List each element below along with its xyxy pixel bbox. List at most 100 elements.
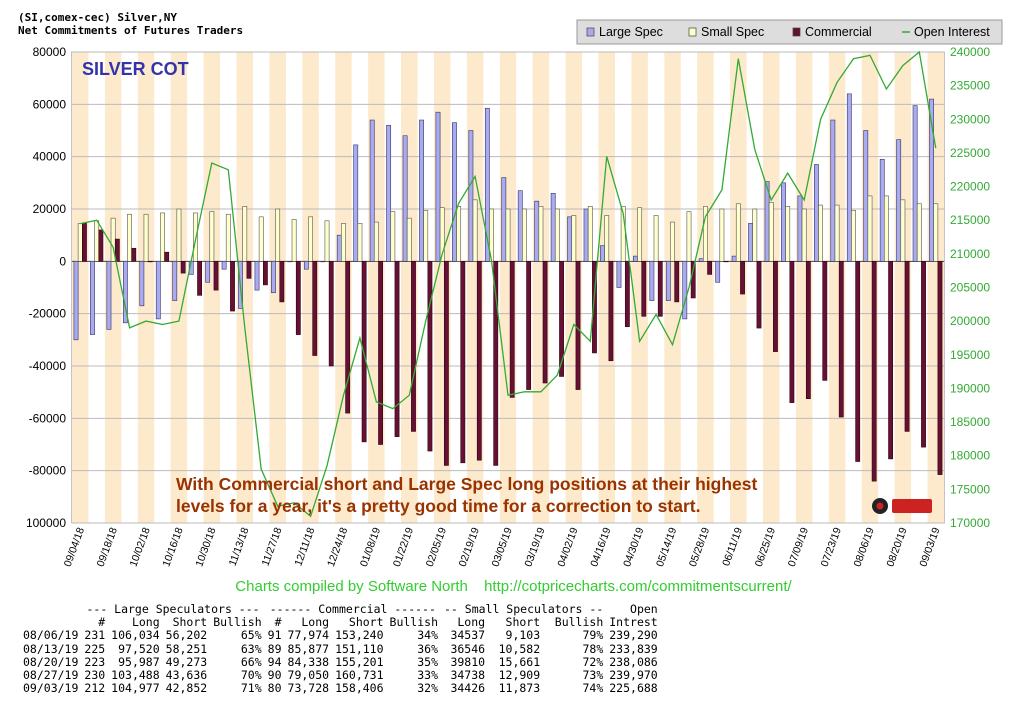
date-stripe [795,52,813,523]
x-tick-label: 01/08/19 [358,526,383,569]
commercial-bar [164,251,170,262]
commercial-bar [328,261,334,367]
small-spec-bar [900,199,906,262]
small-spec-bar [768,202,774,262]
table-cell: 160,731 [335,668,384,683]
commercial-bar [378,261,383,445]
commercial-bar [608,261,614,362]
commercial-bar [674,261,680,303]
table-cell: 34% [417,628,438,643]
left-tick-label: -20000 [29,307,67,321]
table-cell: 42,852 [165,681,208,696]
right-tick-label: 190000 [950,381,990,395]
x-tick-label: 04/30/19 [621,526,646,569]
col-header: Short [505,615,541,630]
open-interest-line [80,50,937,518]
table-cell: 225,688 [609,681,658,696]
small-spec-bar [587,206,593,262]
small-spec-bar [735,203,741,262]
table-cell: 73,728 [287,681,330,696]
col-header: Short [348,615,384,630]
commercial-bar [937,261,943,475]
credit-line: Charts compiled by Software North http:/… [0,578,1027,595]
annotation-line-2: levels for a year, it's a pretty good ti… [176,496,700,516]
small-spec-bar [851,210,856,262]
date-stripe [236,52,253,523]
commercial-bar [427,261,433,452]
large-spec-bar [698,258,704,262]
large-spec-bar [90,261,95,335]
col-header: # [98,615,106,630]
credit-url[interactable]: http://cotpricecharts.com/commitmentscur… [484,578,792,595]
col-header: Short [172,615,208,630]
commercial-bar [443,261,449,466]
legend-box [576,19,1003,45]
commercial-bar [361,261,367,443]
table-row: 08/13/19 225 97,520 58,251 63% 89 85,877 151,11… [20,641,661,656]
commercial-bar [230,261,235,312]
large-spec-bar [205,261,211,283]
large-spec-bar [929,98,934,262]
table-cell: 231 [84,628,106,643]
cot-chart: 800006000040000200000-20000-40000-60000-… [26,19,1003,569]
commercial-bar [312,261,318,356]
commercial-bar [773,261,778,352]
large-spec-bar [320,261,326,263]
table-cell: 80 [267,681,282,696]
row-date: 08/20/19 [23,654,79,669]
right-tick-label: 230000 [950,112,990,126]
large-spec-bar [501,177,507,262]
large-spec-bar [303,261,309,270]
right-axis: 240000 235000 230000 225000 220000 215000 2100… [950,45,990,530]
small-spec-bar [242,206,248,262]
col-header: Bullish [554,615,604,630]
table-cell: 153,240 [335,628,384,643]
small-spec-bar [522,208,527,262]
small-spec-bar [439,207,445,262]
table-cell: 95,987 [118,654,160,669]
right-tick-label: 175000 [950,482,990,496]
commercial-bar [460,261,466,464]
table-cell: 39810 [450,654,486,669]
table-cell: 89 [267,641,282,656]
commercial-bar [855,261,861,462]
commercial-bar [394,261,400,437]
col-header: Long [131,615,160,630]
table-cell: 11,873 [498,681,541,696]
left-tick-label: 20000 [33,202,67,216]
x-tick-label: 11/13/18 [227,526,252,568]
commercial-bar [559,261,564,377]
table-cell: 33% [417,668,438,683]
left-tick-label: 60000 [33,97,67,111]
small-spec-bar [867,195,873,262]
large-spec-bar [600,245,605,262]
table-cell: 65% [240,628,262,643]
small-spec-bar [77,223,83,262]
small-spec-bar [834,204,840,262]
table-cell: 58,251 [165,641,208,656]
date-stripe [269,52,286,523]
group-small-speculators: -- Small Speculators -- [444,602,604,616]
x-tick-label: 04/02/19 [555,526,580,569]
large-spec-bar [221,261,227,270]
table-cell: 158,406 [335,681,384,696]
small-spec-bar [719,208,725,262]
large-spec-bar [830,119,836,262]
date-stripe [763,52,780,523]
date-stripe [302,52,319,523]
large-spec-bar [682,261,688,320]
col-header: Bullish [389,615,438,630]
table-cell: 91 [267,628,282,643]
bars [73,93,943,482]
small-spec-bar [176,208,182,262]
date-stripe [72,52,89,523]
open-interest-series [80,50,937,518]
table-cell: 74% [582,681,604,696]
table-cell: 84,338 [287,654,330,669]
small-spec-bar [933,203,939,262]
x-tick-label: 12/11/18 [292,526,317,568]
legend-swatch [792,27,801,37]
left-tick-label: 100000 [26,516,66,530]
x-tick-label: 02/19/19 [457,526,482,569]
legend-label: Commercial [805,25,872,39]
